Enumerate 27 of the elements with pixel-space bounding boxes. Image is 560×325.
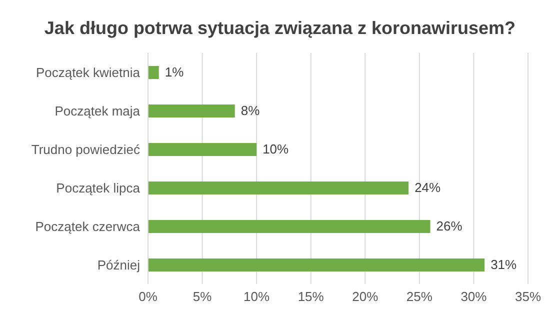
y-tick-label: Później	[97, 257, 140, 272]
y-tick-label: Początek lipca	[56, 180, 141, 196]
y-tick-label: Trudno powiedzieć	[31, 142, 140, 157]
x-tick-label: 30%	[460, 289, 488, 304]
chart-title: Jak długo potrwa sytuacja związana z koronawirusem?	[43, 17, 517, 40]
x-tick-label: 35%	[514, 289, 542, 304]
data-label: 26%	[436, 218, 463, 234]
bar	[148, 182, 409, 194]
data-label: 8%	[240, 103, 260, 118]
y-tick-label: Początek kwietnia	[36, 64, 141, 80]
x-tick-label: 25%	[406, 289, 433, 304]
x-tick-label: 0%	[138, 289, 158, 304]
x-tick-label: 5%	[192, 289, 212, 304]
bar	[148, 258, 485, 272]
x-tick-label: 20%	[352, 289, 379, 304]
bar	[148, 66, 159, 79]
data-label: 1%	[164, 64, 184, 80]
data-label: 10%	[262, 142, 290, 156]
x-tick-label: 15%	[298, 289, 324, 304]
x-tick-label: 10%	[244, 289, 270, 304]
bar	[148, 104, 235, 118]
data-label: 31%	[490, 257, 518, 272]
bar	[148, 220, 430, 233]
y-tick-label: Początek czerwca	[35, 218, 141, 234]
data-label: 24%	[414, 180, 442, 195]
y-tick-label: Początek maja	[54, 103, 141, 118]
bar	[148, 143, 257, 156]
